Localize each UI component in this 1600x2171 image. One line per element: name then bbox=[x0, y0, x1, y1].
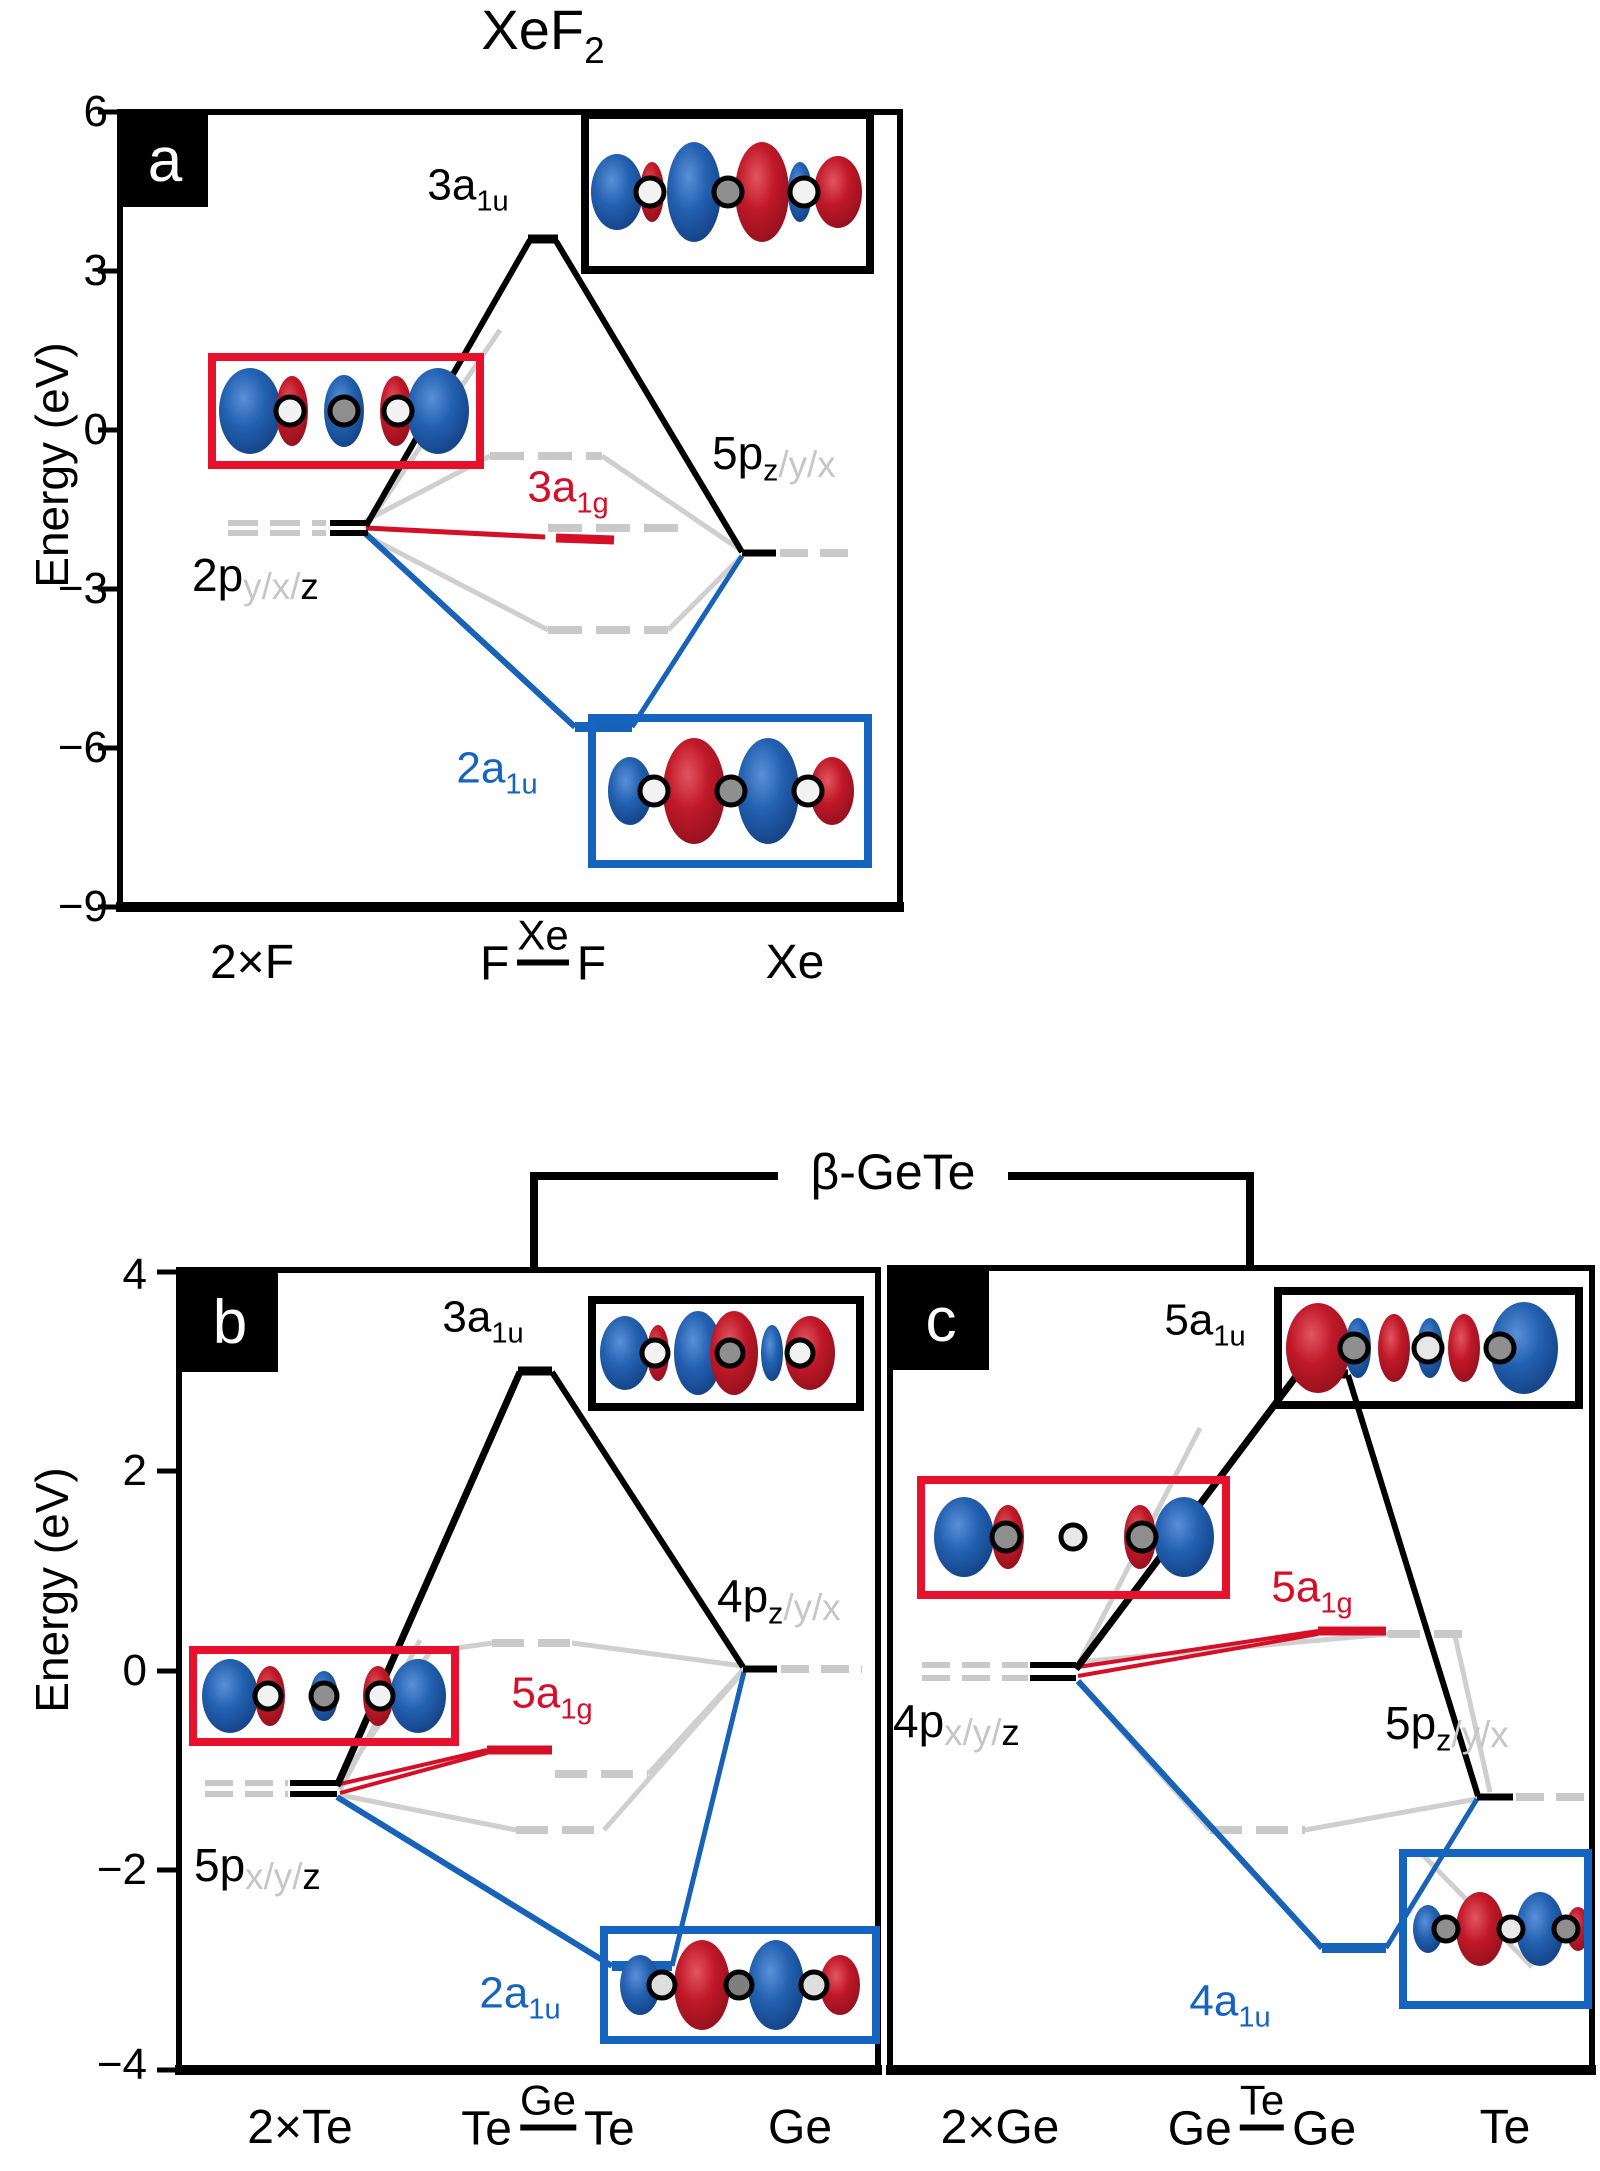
panel-c-linework bbox=[886, 1265, 1596, 2075]
orbital-image-5a1u-c bbox=[1286, 1302, 1558, 1394]
ao-label-5p-a: 5pz/y/x bbox=[712, 427, 836, 488]
orbital-image-2a1u-a bbox=[608, 738, 854, 844]
panel-b-linework bbox=[157, 1267, 882, 2075]
panel-a-fragment-levels bbox=[330, 520, 776, 557]
panel-c-5a1g-level bbox=[1077, 1626, 1386, 1678]
orbital-box-3a1g-a bbox=[208, 353, 484, 469]
mo-label-3a1u-b: 3a1u bbox=[442, 1292, 524, 1350]
beta-gete-title: β-GeTe bbox=[810, 1144, 976, 1200]
panel-a-yticks bbox=[98, 109, 120, 910]
panel-b-5a1g-level bbox=[339, 1745, 552, 1795]
mo-label-4a1u-c: 4a1u bbox=[1189, 1976, 1271, 2034]
mo-label-3a1u-a: 3a1u bbox=[427, 160, 509, 218]
panel-a-ylabel: Energy (eV) bbox=[26, 342, 78, 588]
orbital-image-4a1u-c bbox=[1413, 1892, 1590, 1966]
mo-label-5a1u-c: 5a1u bbox=[1164, 1295, 1246, 1353]
mo-label-5a1g-c: 5a1g bbox=[1271, 1562, 1353, 1620]
orbital-box-5a1g-b bbox=[189, 1646, 459, 1746]
panel-c-label: c bbox=[893, 1271, 989, 1370]
xlabel-b-mid: Te Ge Te bbox=[461, 2076, 635, 2156]
ytick-a-m3: −3 bbox=[57, 564, 108, 613]
mo-label-2a1u-b: 2a1u bbox=[479, 1968, 561, 2026]
panel-b-nonbonding-levels bbox=[205, 1639, 862, 1834]
xlabel-c-mid: Ge Te Ge bbox=[1167, 2076, 1357, 2156]
orbital-box-3a1u-a bbox=[581, 111, 874, 274]
ytick-a-6: 6 bbox=[83, 87, 108, 136]
panel-a-title: XeF2 bbox=[481, 0, 605, 72]
orbital-box-5a1g-c bbox=[917, 1476, 1230, 1599]
panel-a-2a1u-level bbox=[363, 531, 745, 732]
orbital-image-5a1g-b bbox=[202, 1659, 446, 1733]
orbital-image-2a1u-b bbox=[620, 1940, 860, 2030]
orbital-image-3a1u-a bbox=[591, 142, 862, 242]
xlabel-a-right: Xe bbox=[765, 936, 825, 989]
orbital-image-5a1g-c bbox=[934, 1497, 1214, 1577]
panel-a-label: a bbox=[122, 113, 208, 207]
panel-a-nonbonding-levels bbox=[228, 452, 858, 634]
panel-a-linework bbox=[98, 109, 904, 912]
xlabel-a-mid: F Xe F bbox=[479, 911, 607, 991]
panel-c-fragment-levels bbox=[1030, 1662, 1513, 1801]
panel-b-fragment-levels bbox=[290, 1665, 777, 1797]
ao-label-4p-b: 4pz/y/x bbox=[717, 1570, 841, 1631]
mo-label-5a1g-b: 5a1g bbox=[511, 1668, 593, 1726]
orbital-image-3a1g-a bbox=[219, 368, 469, 454]
ytick-b-0: 0 bbox=[122, 1646, 147, 1695]
panel-b-ylabel: Energy (eV) bbox=[26, 1467, 78, 1713]
xlabel-a-left: 2×F bbox=[209, 936, 295, 989]
ao-label-4p-c: 4px/y/z bbox=[893, 1695, 1020, 1754]
ytick-a-m6: −6 bbox=[57, 723, 108, 772]
panel-b-yticks bbox=[157, 1269, 179, 2073]
orbital-box-5a1u-c bbox=[1274, 1287, 1583, 1409]
ytick-b-m2: −2 bbox=[96, 1845, 147, 1894]
xlabel-c-left: 2×Ge bbox=[940, 2101, 1060, 2154]
ao-label-5p-b: 5px/y/z bbox=[194, 1839, 321, 1898]
orbital-image-3a1u-b bbox=[600, 1311, 835, 1395]
panel-b-label: b bbox=[182, 1273, 278, 1372]
xlabel-c-right: Te bbox=[1479, 2101, 1531, 2154]
beta-gete-bracket bbox=[530, 1172, 1254, 1270]
mo-label-3a1g-a: 3a1g bbox=[527, 462, 609, 520]
mo-label-2a1u-a: 2a1u bbox=[456, 743, 538, 801]
orbital-box-3a1u-b bbox=[588, 1296, 864, 1411]
xlabel-b-left: 2×Te bbox=[247, 2101, 353, 2154]
ytick-b-2: 2 bbox=[122, 1446, 147, 1495]
orbital-box-2a1u-a bbox=[588, 714, 872, 868]
orbital-box-2a1u-b bbox=[600, 1926, 880, 2044]
ytick-a-m9: −9 bbox=[57, 882, 108, 931]
panel-a-3a1g-level bbox=[365, 525, 615, 545]
panel-c-nonbonding-levels bbox=[922, 1630, 1588, 1834]
ytick-b-4: 4 bbox=[122, 1250, 147, 1299]
xlabel-b-right: Ge bbox=[767, 2101, 833, 2154]
ytick-b-m4: −4 bbox=[96, 2040, 147, 2089]
ao-label-5p-c: 5pz/y/x bbox=[1385, 1697, 1509, 1758]
ao-label-2p-a: 2py/x/z bbox=[192, 549, 319, 608]
ytick-a-0: 0 bbox=[83, 405, 108, 454]
ytick-a-3: 3 bbox=[83, 246, 108, 295]
orbital-box-4a1u-c bbox=[1399, 1849, 1592, 2009]
